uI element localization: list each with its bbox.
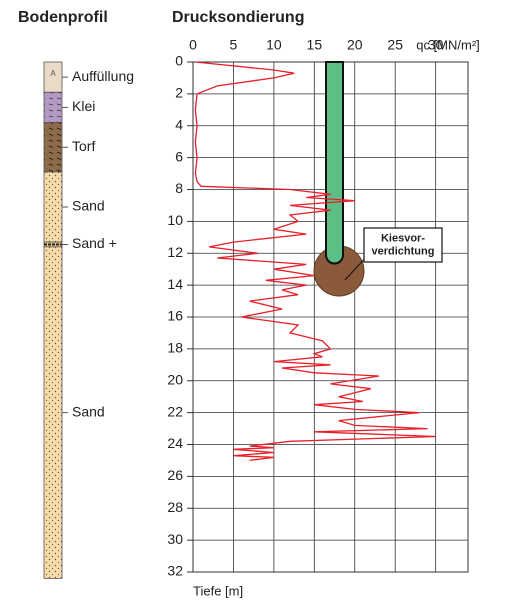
x-tick-label: 0 — [189, 37, 197, 53]
soil-label: Sand — [72, 403, 105, 419]
soil-label: Sand — [72, 198, 105, 214]
y-tick-label: 28 — [167, 499, 183, 515]
page: Bodenprofil Drucksondierung 051015202530… — [0, 0, 529, 606]
x-tick-label: 20 — [347, 37, 363, 53]
y-tick-label: 10 — [167, 212, 183, 228]
y-tick-label: 0 — [175, 53, 183, 69]
soil-label: Torf — [72, 138, 95, 154]
chart-title: Drucksondierung — [172, 9, 304, 26]
y-tick-label: 6 — [175, 148, 183, 164]
x-tick-label: 15 — [307, 37, 323, 53]
x-tick-label: 25 — [387, 37, 403, 53]
y-tick-label: 26 — [167, 467, 183, 483]
soil-label: Auffüllung — [72, 68, 134, 84]
y-tick-label: 32 — [167, 563, 183, 579]
x-axis-label: qc [MN/m²] — [416, 37, 480, 52]
y-tick-label: 14 — [167, 276, 183, 292]
soil-title: Bodenprofil — [18, 9, 108, 26]
soil-symbol: A — [50, 69, 56, 78]
y-tick-label: 24 — [167, 435, 183, 451]
x-tick-label: 5 — [230, 37, 238, 53]
y-tick-label: 4 — [175, 116, 183, 132]
soil-layer — [44, 123, 62, 172]
y-tick-label: 20 — [167, 371, 183, 387]
y-tick-label: 8 — [175, 180, 183, 196]
y-tick-label: 30 — [167, 531, 183, 547]
y-tick-label: 2 — [175, 85, 183, 101]
y-tick-label: 22 — [167, 403, 183, 419]
soil-layer — [44, 247, 62, 579]
y-axis-label: Tiefe [m] — [193, 583, 243, 598]
y-tick-label: 12 — [167, 244, 183, 260]
soil-layer — [44, 92, 62, 122]
soil-label: Klei — [72, 98, 95, 114]
soil-layer — [44, 172, 62, 242]
y-tick-label: 16 — [167, 308, 183, 324]
x-tick-label: 10 — [266, 37, 282, 53]
soil-label: Sand + — [72, 235, 117, 251]
chart: Bodenprofil Drucksondierung 051015202530… — [0, 0, 529, 606]
probe-rod — [326, 62, 343, 264]
y-tick-label: 18 — [167, 340, 183, 356]
